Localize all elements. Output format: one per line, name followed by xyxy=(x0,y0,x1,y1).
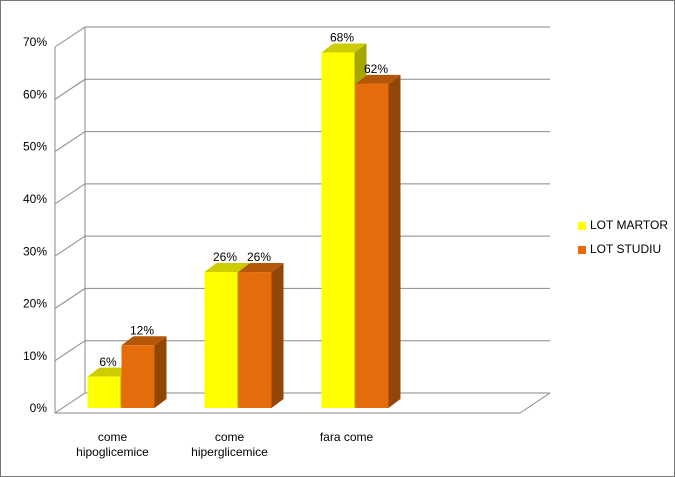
bar-side xyxy=(271,263,284,408)
y-tick-label: 60% xyxy=(23,87,47,101)
bar-top xyxy=(204,263,250,273)
value-label: 26% xyxy=(247,250,271,264)
y-tick-label: 20% xyxy=(23,297,47,311)
bar xyxy=(355,83,389,408)
y-tick-label: 10% xyxy=(23,349,47,363)
y-tick-label: 0% xyxy=(30,401,48,415)
grid-line xyxy=(54,287,550,309)
bar-top xyxy=(121,336,167,346)
legend-swatch xyxy=(578,246,586,254)
value-label: 68% xyxy=(330,31,354,45)
floor-right xyxy=(519,392,551,414)
bar-side xyxy=(388,74,401,408)
legend-label: LOT STUDIU xyxy=(590,242,661,256)
bar xyxy=(321,52,355,408)
bar-top xyxy=(238,263,284,273)
grid-line xyxy=(54,26,550,48)
grid-line xyxy=(54,235,550,257)
grid-line xyxy=(54,78,550,100)
value-label: 12% xyxy=(130,323,154,337)
bar xyxy=(121,345,155,408)
value-label: 62% xyxy=(364,62,388,76)
bar xyxy=(238,272,272,408)
y-tick-label: 50% xyxy=(23,140,47,154)
y-tick-label: 70% xyxy=(23,35,47,49)
bar-top xyxy=(321,43,367,53)
grid-line xyxy=(54,131,550,152)
legend-label: LOT MARTOR xyxy=(590,218,668,232)
value-label: 26% xyxy=(213,250,237,264)
grid-line xyxy=(54,183,550,205)
y-tick-label: 40% xyxy=(23,192,47,206)
bar-top xyxy=(87,367,133,377)
bar-side xyxy=(154,336,167,408)
x-tick-label: come hiperglicemice xyxy=(191,430,268,459)
bar xyxy=(204,272,238,408)
x-tick-label: fara come xyxy=(319,430,374,444)
value-label: 6% xyxy=(99,355,117,369)
bar-top xyxy=(355,74,401,84)
legend-swatch xyxy=(578,222,586,230)
x-tick-label: come hipoglicemice xyxy=(76,430,149,459)
bar xyxy=(87,376,121,408)
y-tick-label: 30% xyxy=(23,244,47,258)
